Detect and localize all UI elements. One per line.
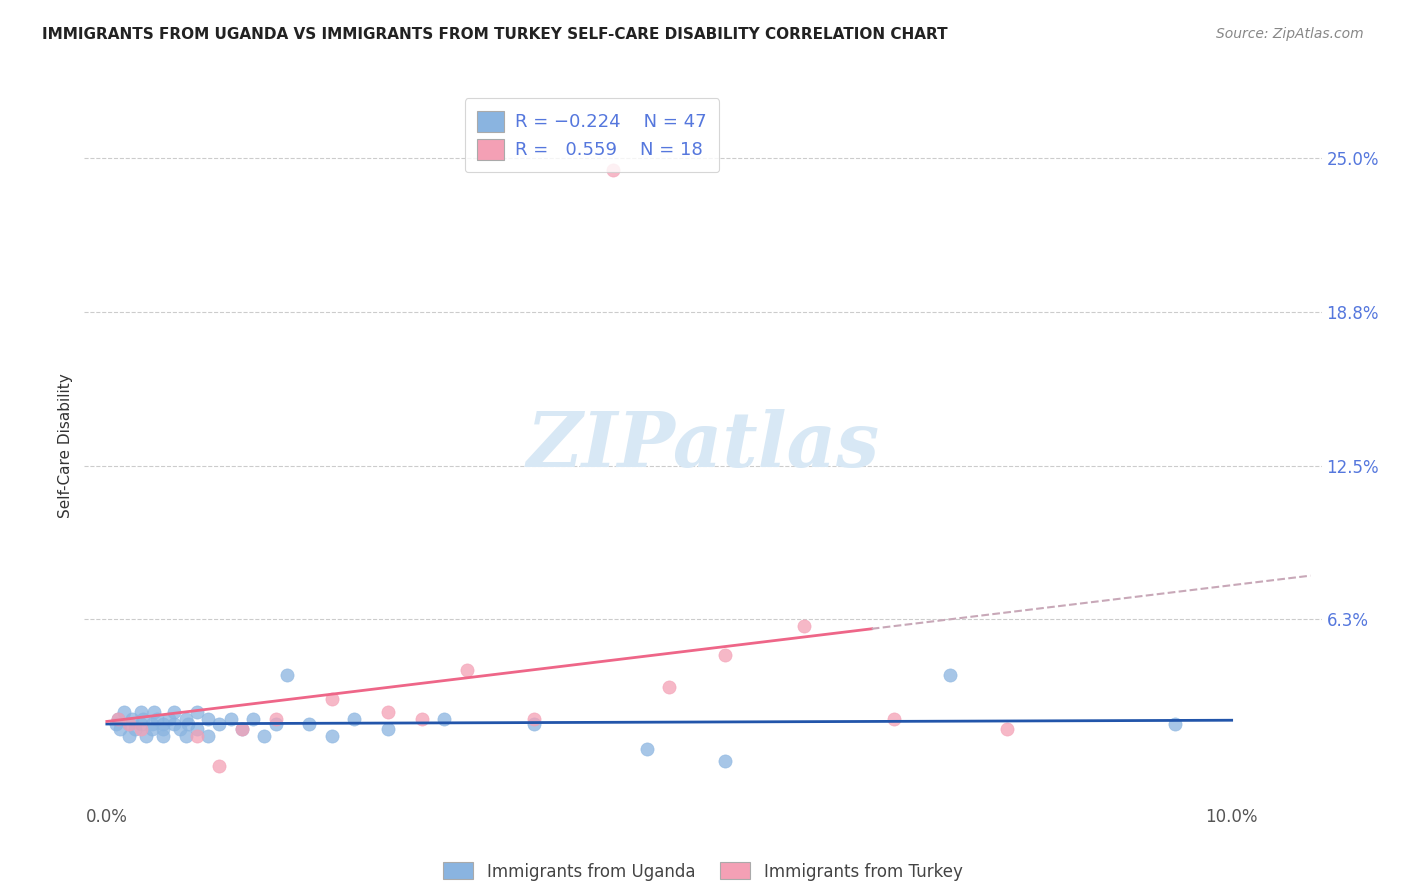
Point (110, 722, 132, 736)
Point (264, 712, 287, 726)
Point (118, 730, 141, 744)
Point (411, 712, 433, 726)
Point (883, 712, 905, 726)
Point (112, 705, 135, 719)
Point (377, 705, 399, 719)
Point (636, 741, 658, 756)
Point (124, 722, 146, 736)
Point (163, 717, 186, 731)
Point (208, 717, 231, 731)
Point (939, 668, 962, 682)
Point (141, 717, 163, 731)
Point (456, 663, 478, 677)
Point (197, 730, 219, 744)
Point (298, 717, 321, 731)
Point (523, 712, 546, 726)
Point (152, 730, 174, 744)
Point (602, 163, 624, 178)
Point (219, 712, 242, 726)
Point (242, 712, 264, 726)
Point (146, 712, 169, 726)
Point (197, 712, 219, 726)
Point (169, 722, 191, 736)
Point (129, 717, 152, 731)
Point (343, 712, 366, 726)
Point (118, 717, 141, 731)
Point (658, 680, 681, 694)
Point (121, 712, 143, 726)
Point (107, 712, 129, 726)
Point (107, 712, 129, 726)
Point (995, 722, 1018, 736)
Point (157, 712, 180, 726)
Point (714, 754, 737, 768)
Point (253, 730, 276, 744)
Point (163, 705, 186, 719)
Point (129, 722, 152, 736)
Point (186, 722, 208, 736)
Point (231, 722, 253, 736)
Point (186, 705, 208, 719)
Point (141, 722, 163, 736)
Point (129, 705, 152, 719)
Point (104, 717, 127, 731)
Point (132, 712, 155, 726)
Point (523, 717, 546, 731)
Point (177, 717, 200, 731)
Point (186, 730, 208, 744)
Point (264, 717, 287, 731)
Point (174, 712, 197, 726)
Point (433, 712, 456, 726)
Point (321, 730, 343, 744)
Point (118, 717, 141, 731)
Point (152, 722, 174, 736)
Text: IMMIGRANTS FROM UGANDA VS IMMIGRANTS FROM TURKEY SELF-CARE DISABILITY CORRELATIO: IMMIGRANTS FROM UGANDA VS IMMIGRANTS FRO… (42, 27, 948, 42)
Y-axis label: Self-Care Disability: Self-Care Disability (58, 374, 73, 518)
Point (714, 648, 737, 662)
Point (231, 722, 253, 736)
Point (174, 730, 197, 744)
Point (208, 759, 231, 773)
Point (793, 618, 815, 632)
Legend: Immigrants from Uganda, Immigrants from Turkey: Immigrants from Uganda, Immigrants from … (437, 855, 969, 888)
Point (135, 730, 157, 744)
Text: Source: ZipAtlas.com: Source: ZipAtlas.com (1216, 27, 1364, 41)
Point (152, 717, 174, 731)
Point (321, 692, 343, 706)
Point (276, 668, 298, 682)
Point (1164, 717, 1187, 731)
Point (143, 705, 166, 719)
Text: ZIPatlas: ZIPatlas (526, 409, 880, 483)
Point (377, 722, 399, 736)
